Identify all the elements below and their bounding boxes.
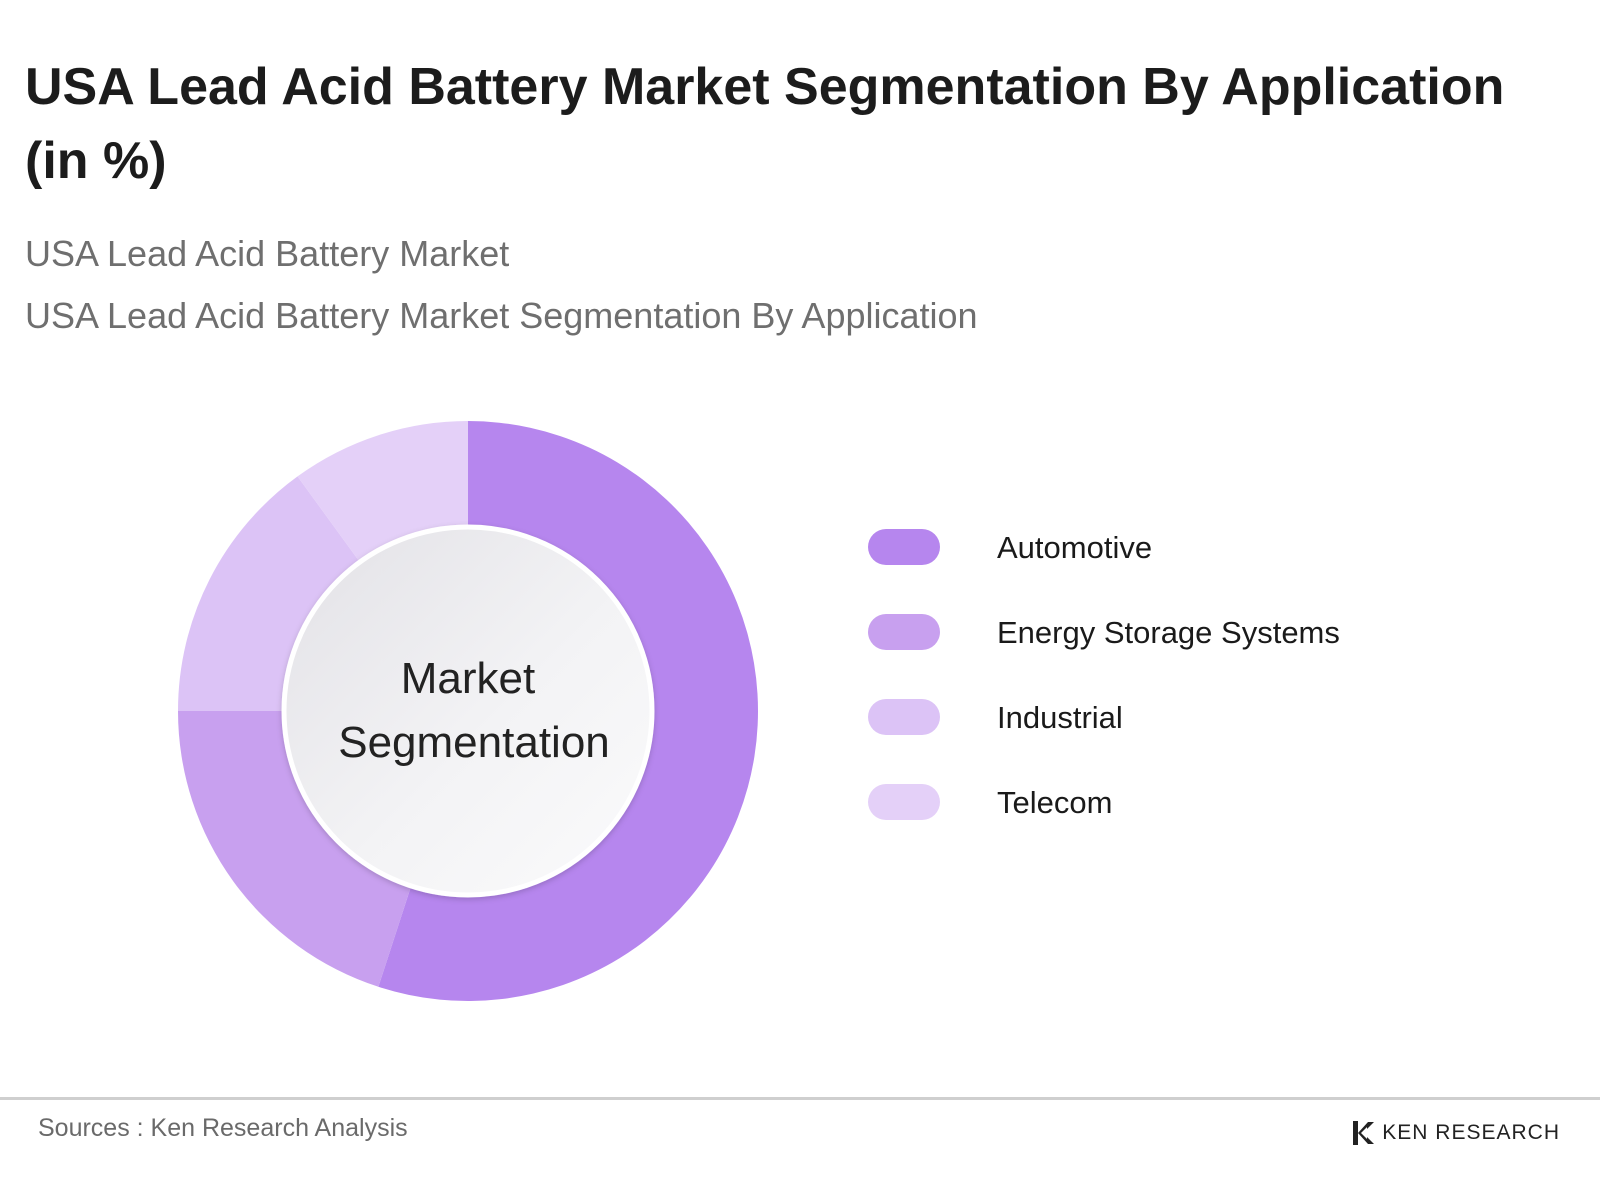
legend-label-energy-storage-systems: Energy Storage Systems (997, 615, 1340, 650)
legend-swatch-automotive (868, 529, 940, 565)
brand-name: KEN RESEARCH (1382, 1121, 1560, 1144)
slice-automotive[interactable] (378, 421, 758, 1002)
brand-logo: KEN RESEARCH (1350, 1118, 1560, 1148)
source-note: Sources : Ken Research Analysis (38, 1114, 408, 1142)
slice-energy-storage-systems[interactable] (178, 711, 411, 987)
chart-title: USA Lead Acid Battery Market Segmentatio… (25, 58, 1505, 190)
donut-chart: Market Segmentation Automotive Energy Sto… (178, 421, 1340, 1002)
legend-swatch-industrial (868, 699, 940, 735)
legend-label-automotive: Automotive (997, 530, 1152, 565)
donut-center-disc (281, 524, 655, 898)
chart-subtitle-market: USA Lead Acid Battery Market (25, 233, 510, 274)
chart-subtitle-segmentation: USA Lead Acid Battery Market Segmentatio… (25, 295, 978, 336)
legend-label-industrial: Industrial (997, 700, 1123, 735)
slice-telecom[interactable] (297, 421, 468, 561)
ken-research-logo-icon (1353, 1121, 1375, 1145)
footer-divider (0, 1097, 1600, 1100)
legend: Automotive Energy Storage Systems Industri… (868, 529, 1340, 820)
center-label-line-2: Segmentation (338, 718, 610, 767)
slice-industrial[interactable] (178, 476, 359, 711)
donut-slices (178, 421, 758, 1002)
legend-swatch-telecom (868, 784, 940, 820)
center-label-line-1: Market (401, 654, 535, 703)
legend-label-telecom: Telecom (997, 785, 1112, 820)
legend-swatch-energy-storage-systems (868, 614, 940, 650)
